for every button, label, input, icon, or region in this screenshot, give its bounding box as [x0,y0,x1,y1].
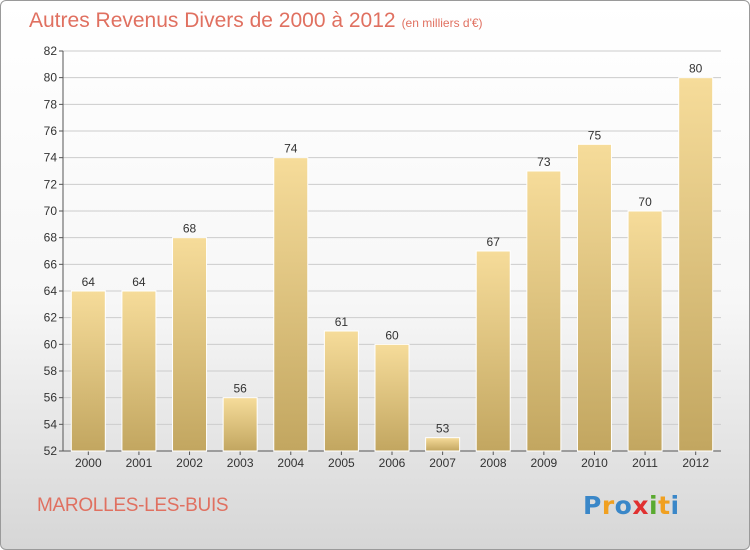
chart-subtitle: (en milliers d'€) [401,16,483,30]
x-tick-label: 2000 [75,456,102,470]
y-tick-label: 60 [44,337,58,351]
y-tick-label: 58 [44,364,58,378]
bar-value-label: 64 [82,275,96,289]
y-tick-label: 62 [44,311,58,325]
y-tick-label: 66 [44,257,58,271]
y-tick-label: 54 [44,417,58,431]
bar [172,237,208,452]
bar [576,143,612,452]
y-tick-label: 70 [44,204,58,218]
x-tick-label: 2005 [328,456,355,470]
x-tick-label: 2006 [379,456,406,470]
logo-letter: o [614,491,633,520]
bar-value-label: 73 [537,155,551,169]
bar [627,210,663,452]
y-tick-label: 76 [44,124,58,138]
bar [222,397,258,452]
y-tick-label: 72 [44,177,58,191]
bars [70,77,714,452]
value-labels: 64 64 68 56 74 61 60 53 67 73 75 70 80 [82,62,703,436]
bar-value-label: 53 [436,422,450,436]
x-tick-label: 2001 [126,456,153,470]
bar [475,250,511,452]
bar-value-label: 80 [689,62,703,76]
bar-value-label: 61 [335,315,349,329]
y-tick-label: 80 [44,71,58,85]
y-tick-label: 74 [44,151,58,165]
logo-letter: i [670,491,680,520]
y-tick-label: 82 [44,44,58,58]
logo-letter: i [649,491,659,520]
bar [121,290,157,452]
chart-title: Autres Revenus Divers de 2000 à 2012 (en … [29,9,483,33]
chart-title-text: Autres Revenus Divers de 2000 à 2012 [29,9,396,32]
x-tick-label: 2002 [176,456,203,470]
commune-name: MAROLLES-LES-BUIS [37,495,229,516]
bar [425,437,461,452]
logo-letter: t [658,491,671,520]
proxiti-logo: Proxiti [583,491,680,520]
x-tick-label: 2004 [277,456,304,470]
axes: 52 54 56 58 60 62 64 66 68 70 72 74 76 78 80 82 2000 2001… [44,44,721,470]
y-tick-label: 56 [44,391,58,405]
logo-letter: P [583,491,602,520]
logo-letter: r [601,491,615,520]
bar [374,343,410,452]
bar-value-label: 60 [385,328,399,342]
x-tick-label: 2012 [682,456,709,470]
bar-value-label: 70 [638,195,652,209]
x-tick-label: 2010 [581,456,608,470]
bar-value-label: 67 [487,235,501,249]
y-tick-label: 78 [44,97,58,111]
y-tick-label: 68 [44,231,58,245]
bar [70,290,106,452]
bar-value-label: 68 [183,222,197,236]
bar [323,330,359,452]
bar-value-label: 75 [588,128,602,142]
bar-value-label: 64 [132,275,146,289]
logo-letter: x [632,491,649,520]
y-tick-label: 64 [44,284,58,298]
x-tick-label: 2011 [632,456,658,470]
bar [678,77,714,452]
x-tick-label: 2009 [530,456,557,470]
y-tick-label: 52 [44,444,58,458]
bar-value-label: 74 [284,142,298,156]
x-tick-label: 2008 [480,456,507,470]
x-tick-label: 2003 [227,456,254,470]
x-tick-label: 2007 [429,456,456,470]
bar [273,157,309,452]
bar [526,170,562,452]
bar-value-label: 56 [233,382,247,396]
